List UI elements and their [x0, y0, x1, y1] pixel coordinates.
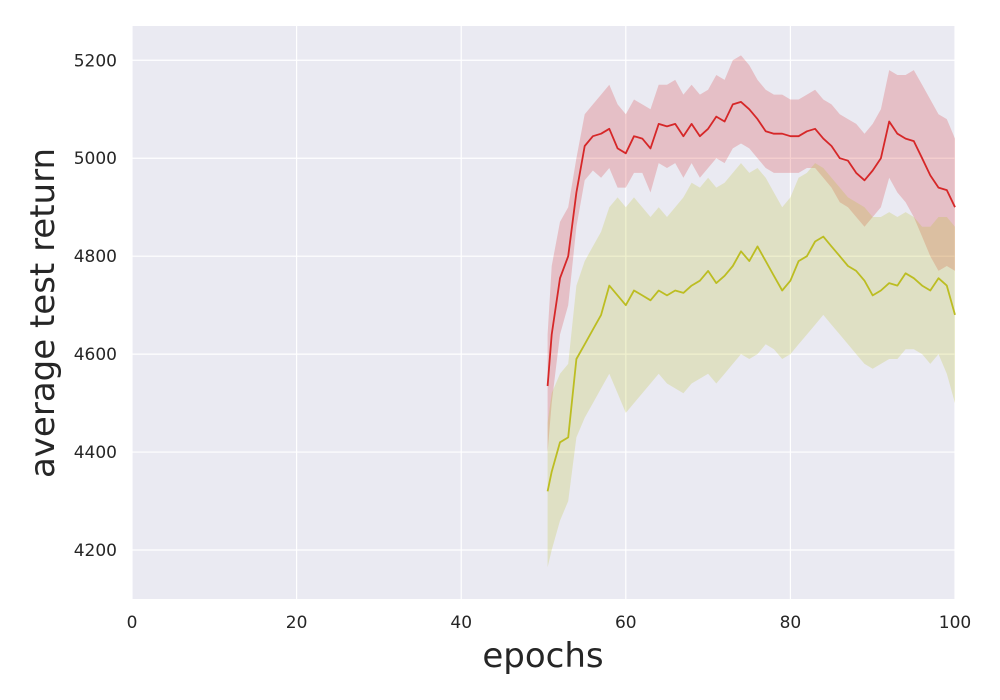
series-0-band: [547, 55, 955, 453]
x-tick-label: 20: [286, 613, 308, 633]
series-0-line: [546, 101, 956, 387]
series-1-line: [546, 235, 956, 492]
y-axis-label: average test return: [23, 148, 63, 478]
x-tick-label: 40: [450, 613, 472, 633]
series-lines: [546, 101, 956, 492]
y-tick-label: 4600: [74, 345, 117, 365]
y-tick-label: 4200: [74, 541, 117, 561]
x-tick-label: 100: [939, 613, 971, 633]
series-1-band: [547, 163, 955, 568]
y-tick-label: 4400: [74, 443, 117, 463]
x-tick-label: 0: [127, 613, 138, 633]
x-axis-label: epochs: [482, 636, 603, 676]
y-axis-ticks: 4200 4400 4600 4800 5000 5200: [74, 51, 117, 561]
y-tick-label: 4800: [74, 247, 117, 267]
x-axis-ticks: 0 20 40 60 80 100: [127, 613, 972, 633]
y-tick-label: 5000: [74, 149, 117, 169]
plot-area: [132, 26, 955, 599]
x-tick-label: 60: [615, 613, 637, 633]
x-tick-label: 80: [780, 613, 802, 633]
y-tick-label: 5200: [74, 51, 117, 71]
grid: [131, 26, 956, 599]
confidence-bands: [547, 55, 955, 568]
